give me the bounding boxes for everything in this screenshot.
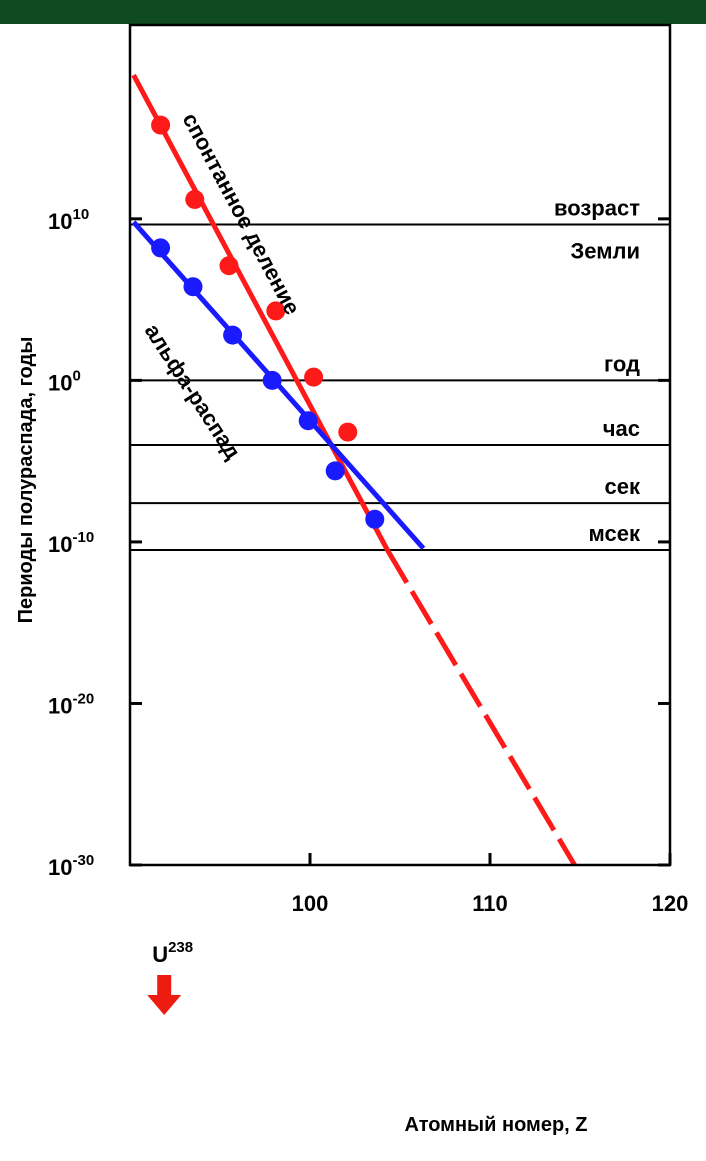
reference-label: возраст [554,196,640,221]
y-tick-exponent: -10 [72,529,94,546]
y-tick-label: 1010 [48,206,89,234]
reference-label: Земли [570,239,640,264]
x-tick-label: 100 [292,891,329,916]
y-tick-base: 10 [48,693,72,718]
reference-label: год [604,351,640,376]
data-point-0 [304,367,324,387]
y-axis-title: Периоды полураспада, годы [15,337,37,624]
y-tick-exponent: -30 [72,852,94,869]
data-point-1 [365,509,385,529]
axis-ticks [130,217,672,867]
y-tick-base: 10 [48,532,72,557]
y-tick-exponent: -20 [72,690,94,707]
reference-label: час [603,416,640,441]
data-point-0 [338,422,358,442]
data-point-1 [262,370,282,390]
x-tick-label: 120 [652,891,689,916]
y-tick-label: 100 [48,367,81,395]
data-point-0 [219,256,239,276]
y-tick-label: 10-30 [48,852,94,880]
data-points [151,115,385,529]
y-tick-exponent: 0 [72,367,80,384]
u238-label: U238 [152,939,193,967]
down-arrow-icon [147,975,182,1015]
data-point-1 [151,238,171,258]
reference-label: мсек [589,521,641,546]
reference-lines [130,223,670,551]
top-band [0,0,706,24]
fit-line-0 [131,73,390,552]
reference-label: сек [605,474,641,499]
u238-marker: U238 [147,939,193,1015]
data-point-0 [266,301,286,321]
plot-frame [128,23,672,867]
y-tick-exponent: 10 [72,206,89,223]
u238-mass-number: 238 [168,939,193,956]
y-tick-label: 10-20 [48,690,94,718]
y-tick-base: 10 [48,370,72,395]
x-axis-title: Атомный номер, Z [405,1114,588,1136]
data-point-0 [185,189,205,209]
data-point-1 [298,411,318,431]
y-tick-base: 10 [48,855,72,880]
x-tick-label: 110 [472,891,508,916]
data-point-1 [223,325,243,345]
fit-line-dashed-0 [385,548,577,867]
y-tick-label: 10-10 [48,529,94,557]
u238-symbol: U [152,942,168,967]
y-tick-base: 10 [48,209,72,234]
data-point-1 [183,277,203,297]
data-point-0 [151,115,171,135]
data-point-1 [325,461,345,481]
